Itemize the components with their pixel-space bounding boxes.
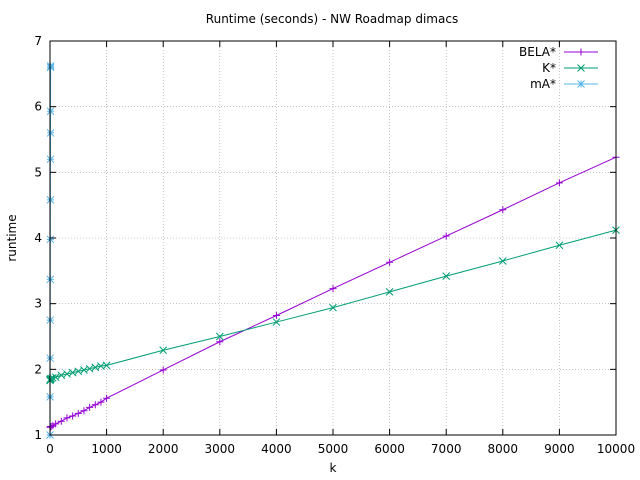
x-tick-label: 4000 — [261, 442, 292, 456]
data-point — [46, 129, 55, 137]
x-tick-label: 8000 — [488, 442, 519, 456]
data-point — [385, 287, 394, 296]
data-point — [329, 285, 337, 293]
series-area — [46, 62, 620, 439]
data-point — [46, 107, 55, 116]
legend-label: BELA* — [519, 45, 556, 59]
data-point — [47, 422, 55, 430]
legend: BELA* K* mA* — [519, 45, 598, 91]
x-tick-label: 3000 — [205, 442, 236, 456]
data-point — [386, 258, 394, 266]
data-point — [272, 311, 280, 319]
data-point — [215, 332, 224, 341]
x-tick-label: 10000 — [597, 442, 635, 456]
data-point — [69, 412, 77, 420]
y-tick-label: 7 — [34, 34, 42, 48]
data-point — [272, 318, 281, 326]
data-point — [216, 338, 224, 346]
x-tick-label: 2000 — [148, 442, 179, 456]
y-tick-label: 6 — [34, 100, 42, 114]
x-axis-label: k — [330, 461, 337, 475]
data-point — [47, 374, 55, 383]
data-point — [91, 401, 99, 409]
data-point — [159, 366, 167, 374]
y-tick-label: 2 — [34, 362, 42, 376]
data-point — [80, 407, 88, 415]
data-point — [46, 62, 55, 70]
x-tick-label: 9000 — [544, 442, 575, 456]
x-tick-label: 1000 — [91, 442, 122, 456]
data-point — [103, 394, 111, 402]
data-point — [442, 232, 450, 240]
data-point — [63, 414, 71, 422]
chart-title: Runtime (seconds) - NW Roadmap dimacs — [206, 12, 458, 26]
y-axis-label: runtime — [5, 214, 19, 261]
y-tick-label: 3 — [34, 297, 42, 311]
axis-ticks: 0 1000 2000 3000 4000 5000 6000 7000 8000 9000 100… — [34, 34, 635, 456]
data-point — [51, 373, 60, 382]
data-point — [97, 398, 105, 406]
data-point — [555, 241, 564, 250]
legend-marker — [577, 64, 585, 72]
data-point — [329, 303, 337, 312]
data-point — [555, 179, 563, 187]
data-point — [102, 361, 111, 370]
legend-label: K* — [542, 61, 556, 75]
legend-marker — [577, 80, 585, 88]
legend-label: mA* — [530, 77, 556, 91]
data-point — [86, 403, 94, 411]
grid — [49, 40, 617, 436]
data-point — [498, 257, 507, 265]
data-point — [57, 417, 65, 425]
legend-marker — [577, 48, 585, 56]
y-tick-label: 4 — [34, 231, 42, 245]
y-tick-label: 5 — [34, 165, 42, 179]
data-point — [499, 206, 507, 214]
x-tick-label: 0 — [46, 442, 54, 456]
x-tick-label: 5000 — [318, 442, 349, 456]
data-point — [52, 420, 60, 428]
y-tick-label: 1 — [34, 428, 42, 442]
x-tick-label: 7000 — [431, 442, 462, 456]
data-point — [74, 409, 82, 417]
data-point — [442, 272, 451, 280]
x-tick-label: 6000 — [374, 442, 405, 456]
data-point — [159, 346, 168, 355]
